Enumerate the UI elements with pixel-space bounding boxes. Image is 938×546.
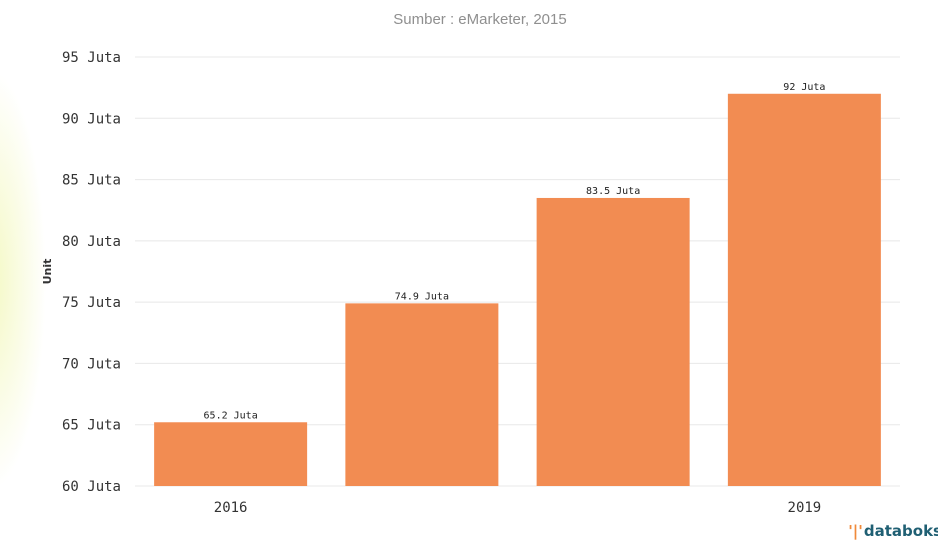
x-tick-label: 2019: [788, 500, 822, 516]
x-tick-label: 2016: [214, 500, 248, 516]
chart-source: Sumber : eMarketer, 2015: [393, 11, 567, 28]
y-tick-label: 75 Juta: [62, 295, 121, 311]
y-axis-label: Unit: [41, 259, 54, 285]
bar-data-label: 65.2 Juta: [204, 410, 258, 421]
databoks-brand-text: databoks: [863, 522, 938, 540]
bar-2019: [727, 93, 881, 487]
y-tick-label: 80 Juta: [62, 234, 121, 250]
databoks-logo-icon: '|': [848, 522, 863, 540]
bars: [154, 93, 881, 487]
y-tick-label: 60 Juta: [62, 479, 121, 495]
bar-2018: [536, 197, 690, 486]
bar-data-label: 92 Juta: [783, 82, 825, 93]
y-tick-label: 85 Juta: [62, 173, 121, 189]
y-axis-ticks: 60 Juta 65 Juta 70 Juta 75 Juta 80 Juta 85 Ju…: [62, 50, 121, 495]
y-tick-label: 70 Juta: [62, 356, 121, 372]
bar-data-label: 74.9 Juta: [395, 291, 449, 302]
bar-data-label: 83.5 Juta: [586, 186, 640, 197]
bar-data-labels: 65.2 Juta 74.9 Juta 83.5 Juta 92 Juta: [204, 82, 826, 421]
y-tick-label: 90 Juta: [62, 111, 121, 127]
y-tick-label: 95 Juta: [62, 50, 121, 66]
y-tick-label: 65 Juta: [62, 418, 121, 434]
bar-2016: [154, 422, 308, 486]
bar-2017: [345, 303, 499, 486]
x-axis-ticks: 2016 2019: [214, 500, 821, 516]
databoks-logo: '|'databoks: [848, 522, 938, 540]
